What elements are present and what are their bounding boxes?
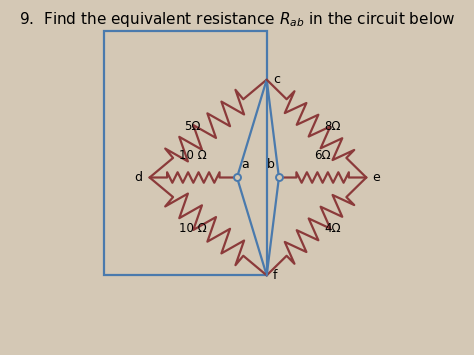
Text: c: c: [273, 73, 280, 86]
Text: 6Ω: 6Ω: [314, 149, 331, 162]
Text: 10 Ω: 10 Ω: [179, 222, 206, 235]
Text: d: d: [135, 171, 143, 184]
Text: f: f: [273, 269, 277, 282]
Text: 10 Ω: 10 Ω: [180, 149, 207, 162]
Text: 5Ω: 5Ω: [184, 120, 201, 133]
Text: 9.  Find the equivalent resistance $R_{ab}$ in the circuit below: 9. Find the equivalent resistance $R_{ab…: [19, 10, 455, 29]
Text: 8Ω: 8Ω: [324, 120, 340, 133]
Text: 4Ω: 4Ω: [324, 222, 340, 235]
Text: e: e: [373, 171, 380, 184]
Text: b: b: [267, 158, 275, 171]
Text: a: a: [241, 158, 249, 171]
